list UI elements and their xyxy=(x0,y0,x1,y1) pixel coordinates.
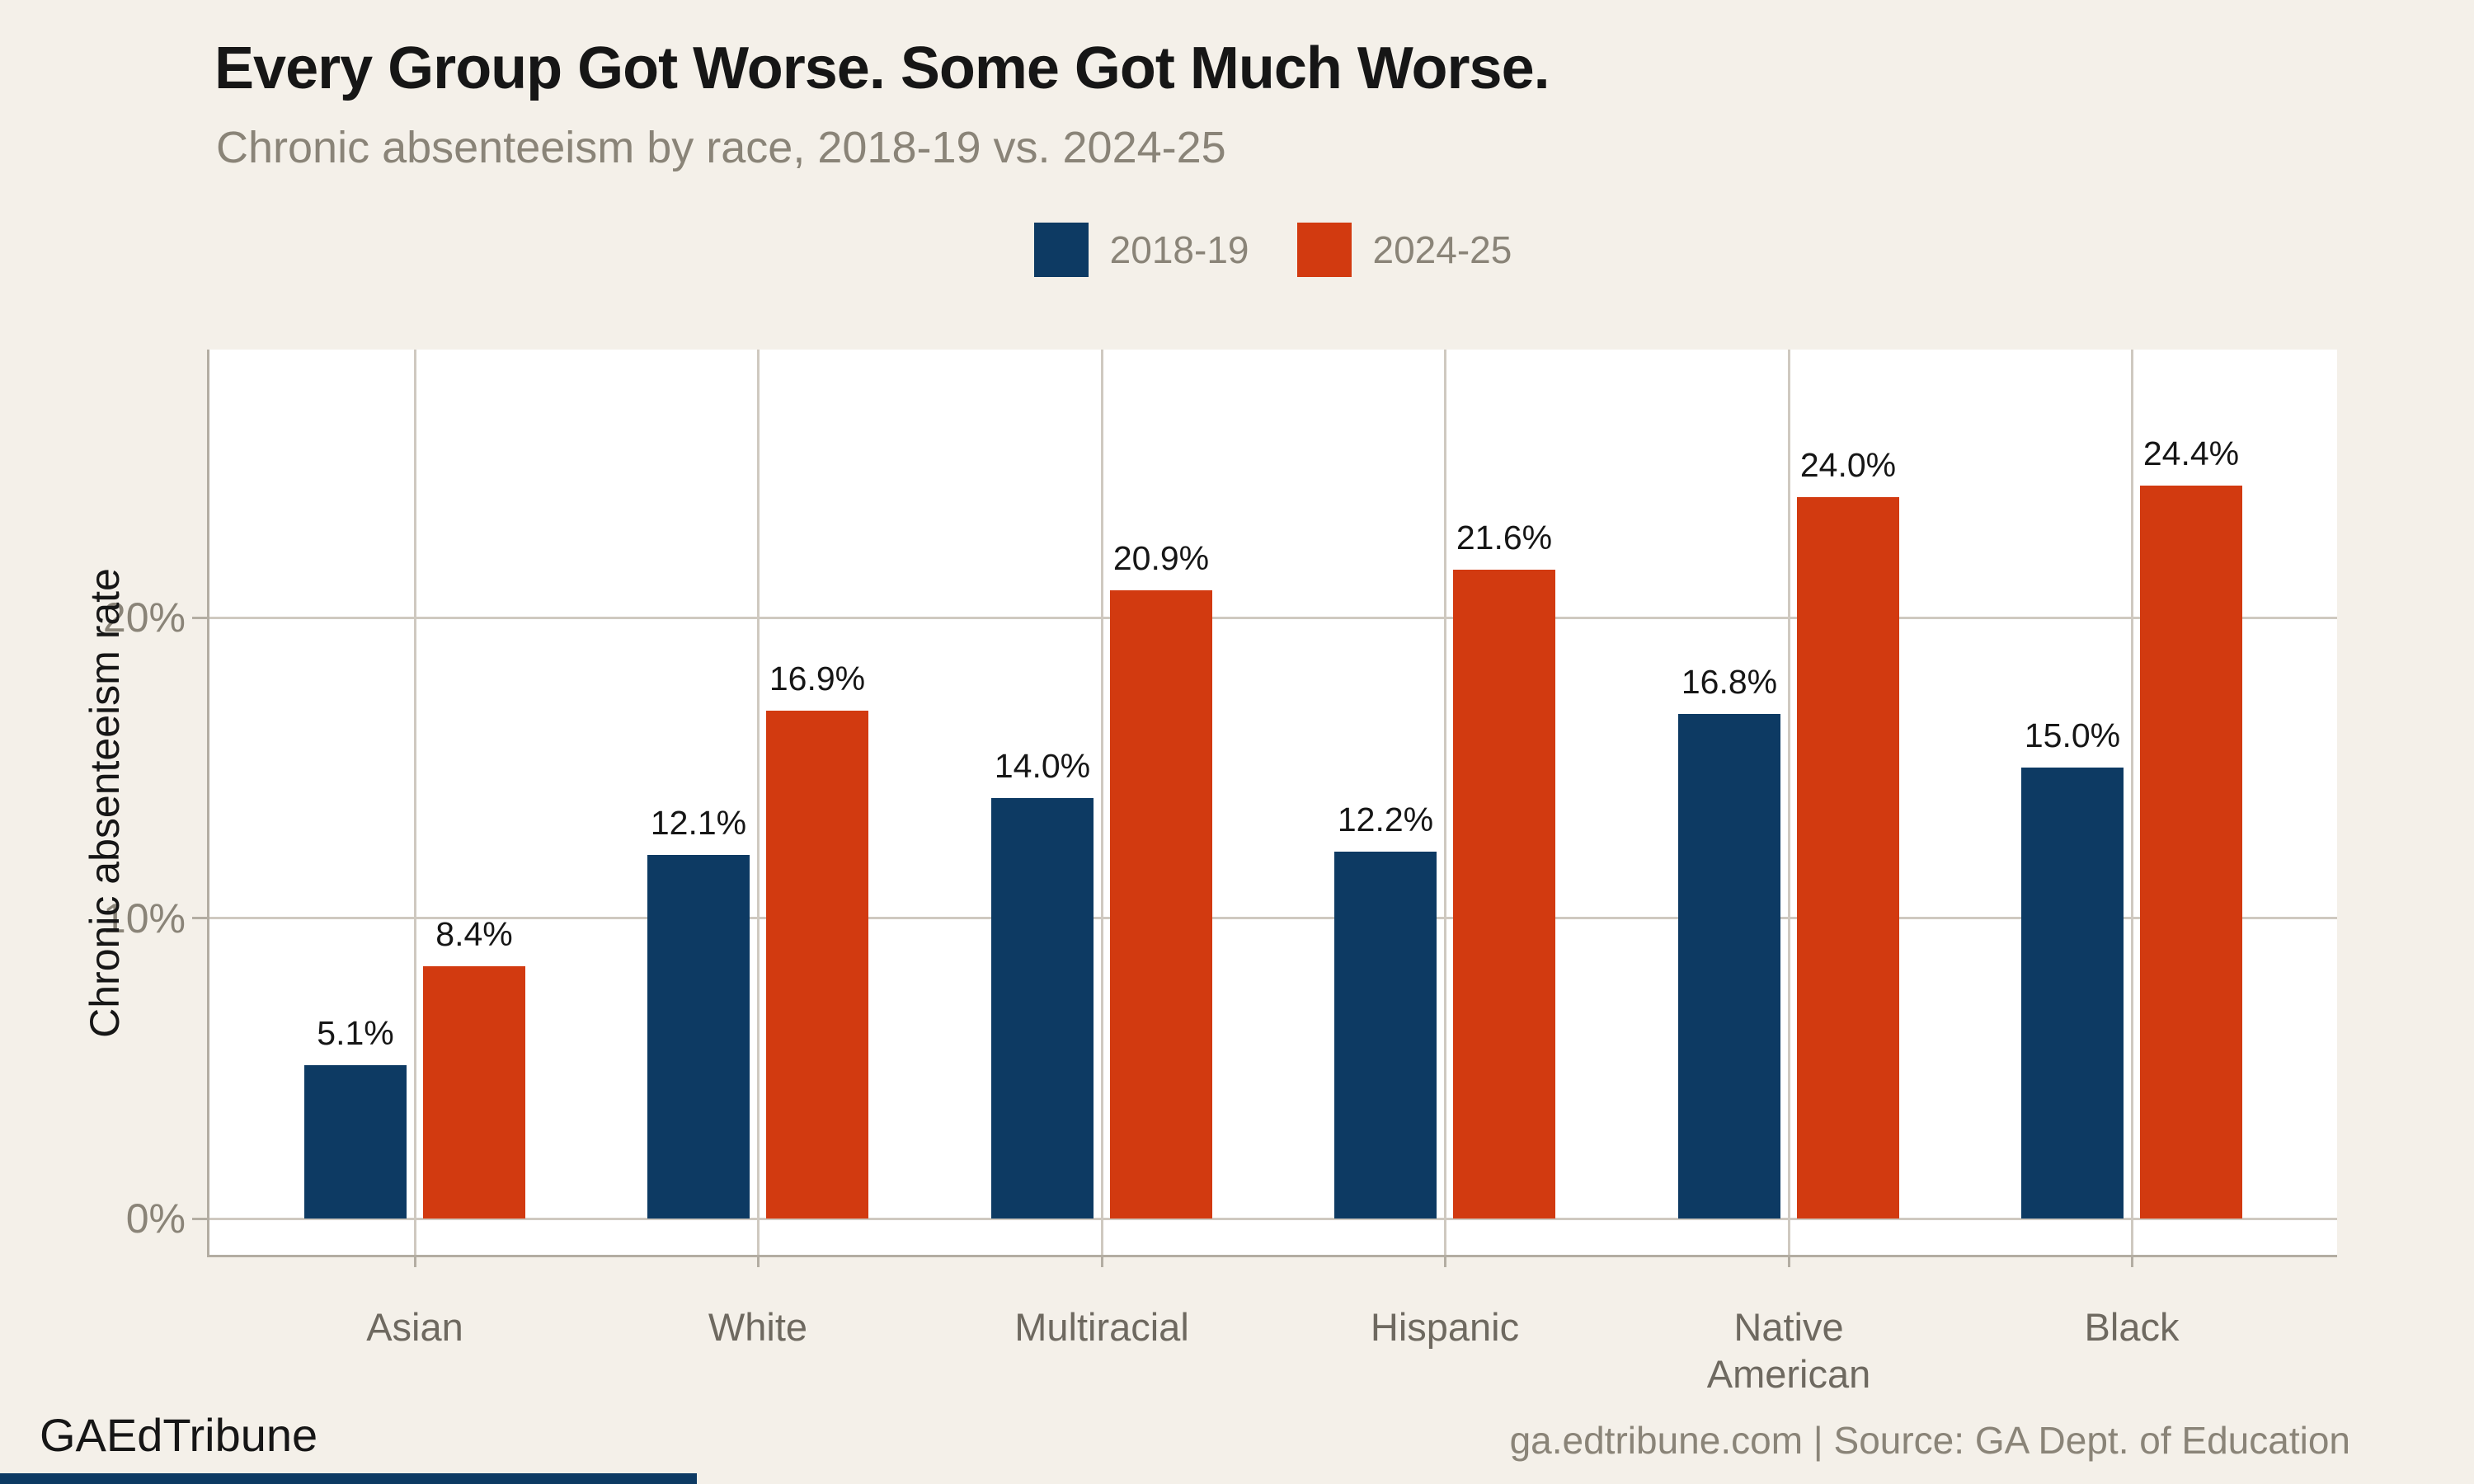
brand-accent-bar xyxy=(0,1473,697,1484)
x-category-label: White xyxy=(708,1305,808,1349)
x-category-label: Black xyxy=(2084,1305,2180,1349)
chart-subtitle: Chronic absenteeism by race, 2018-19 vs.… xyxy=(216,123,1226,172)
bar-value-label: 15.0% xyxy=(2024,716,2121,755)
x-axis-tick xyxy=(1100,1256,1103,1267)
bar-2018-19-black xyxy=(2021,768,2124,1219)
gridline-horizontal xyxy=(209,616,2337,619)
bar-value-label: 14.0% xyxy=(994,746,1091,785)
bar-2018-19-white xyxy=(647,854,750,1219)
source-attribution: ga.edtribune.com | Source: GA Dept. of E… xyxy=(1509,1419,2350,1462)
bar-2018-19-hispanic xyxy=(1334,852,1437,1219)
bar-value-label: 5.1% xyxy=(317,1014,394,1053)
bar-value-label: 8.4% xyxy=(435,914,513,953)
plot-panel xyxy=(209,350,2337,1256)
legend-swatch xyxy=(1033,223,1089,277)
y-tick-label: 20% xyxy=(102,594,186,641)
bar-value-label: 16.9% xyxy=(769,659,866,697)
gridline-vertical xyxy=(1443,350,1446,1256)
x-axis-tick xyxy=(1443,1256,1446,1267)
legend-label: 2024-25 xyxy=(1372,228,1512,271)
brand-logo-text: GAEdTribune xyxy=(40,1409,318,1461)
x-category-label: Multiracial xyxy=(1014,1305,1189,1349)
y-axis-tick xyxy=(192,1217,209,1220)
bar-2018-19-asian xyxy=(304,1065,407,1219)
legend: 2018-19 2024-25 xyxy=(209,223,2337,277)
gridline-vertical xyxy=(756,350,760,1256)
gridline-horizontal xyxy=(209,917,2337,919)
gridline-vertical xyxy=(1787,350,1790,1256)
y-axis-title: Chronic absenteeism rate xyxy=(82,568,128,1038)
x-axis-line xyxy=(207,1255,2337,1257)
gridline-vertical xyxy=(2130,350,2133,1256)
chart-title: Every Group Got Worse. Some Got Much Wor… xyxy=(214,35,1550,101)
x-axis-tick xyxy=(1787,1256,1790,1267)
x-category-label: Asian xyxy=(366,1305,463,1349)
bar-2024-25-native-american xyxy=(1797,497,1899,1219)
legend-item: 2024-25 xyxy=(1296,223,1512,277)
legend-swatch xyxy=(1296,223,1352,277)
bar-value-label: 12.1% xyxy=(650,803,747,842)
x-axis-tick xyxy=(413,1256,416,1267)
bar-2024-25-black xyxy=(2140,485,2242,1219)
y-tick-label: 0% xyxy=(125,1195,186,1242)
bar-2024-25-asian xyxy=(423,965,525,1219)
gridline-vertical xyxy=(413,350,416,1256)
legend-label: 2018-19 xyxy=(1109,228,1249,271)
bar-value-label: 20.9% xyxy=(1112,539,1210,578)
bar-2024-25-hispanic xyxy=(1453,569,1555,1219)
gridline-horizontal xyxy=(209,1217,2337,1220)
y-tick-label: 10% xyxy=(102,895,186,942)
y-axis-line xyxy=(207,350,209,1257)
x-axis-tick xyxy=(756,1256,760,1267)
y-axis-tick xyxy=(192,616,209,619)
x-axis-tick xyxy=(2130,1256,2133,1267)
bar-value-label: 24.0% xyxy=(1799,446,1897,485)
bar-2018-19-native-american xyxy=(1678,713,1780,1219)
bar-2018-19-multiracial xyxy=(991,797,1094,1219)
bar-2024-25-white xyxy=(766,710,868,1219)
bar-value-label: 24.4% xyxy=(2142,434,2240,472)
legend-item: 2018-19 xyxy=(1033,223,1249,277)
bar-2024-25-multiracial xyxy=(1110,590,1212,1219)
bar-value-label: 21.6% xyxy=(1456,518,1553,556)
bar-value-label: 16.8% xyxy=(1681,662,1778,701)
gridline-vertical xyxy=(1100,350,1103,1256)
bar-value-label: 12.2% xyxy=(1337,801,1434,839)
x-category-label: Native American xyxy=(1706,1305,1871,1396)
x-category-label: Hispanic xyxy=(1370,1305,1520,1349)
y-axis-tick xyxy=(192,917,209,919)
